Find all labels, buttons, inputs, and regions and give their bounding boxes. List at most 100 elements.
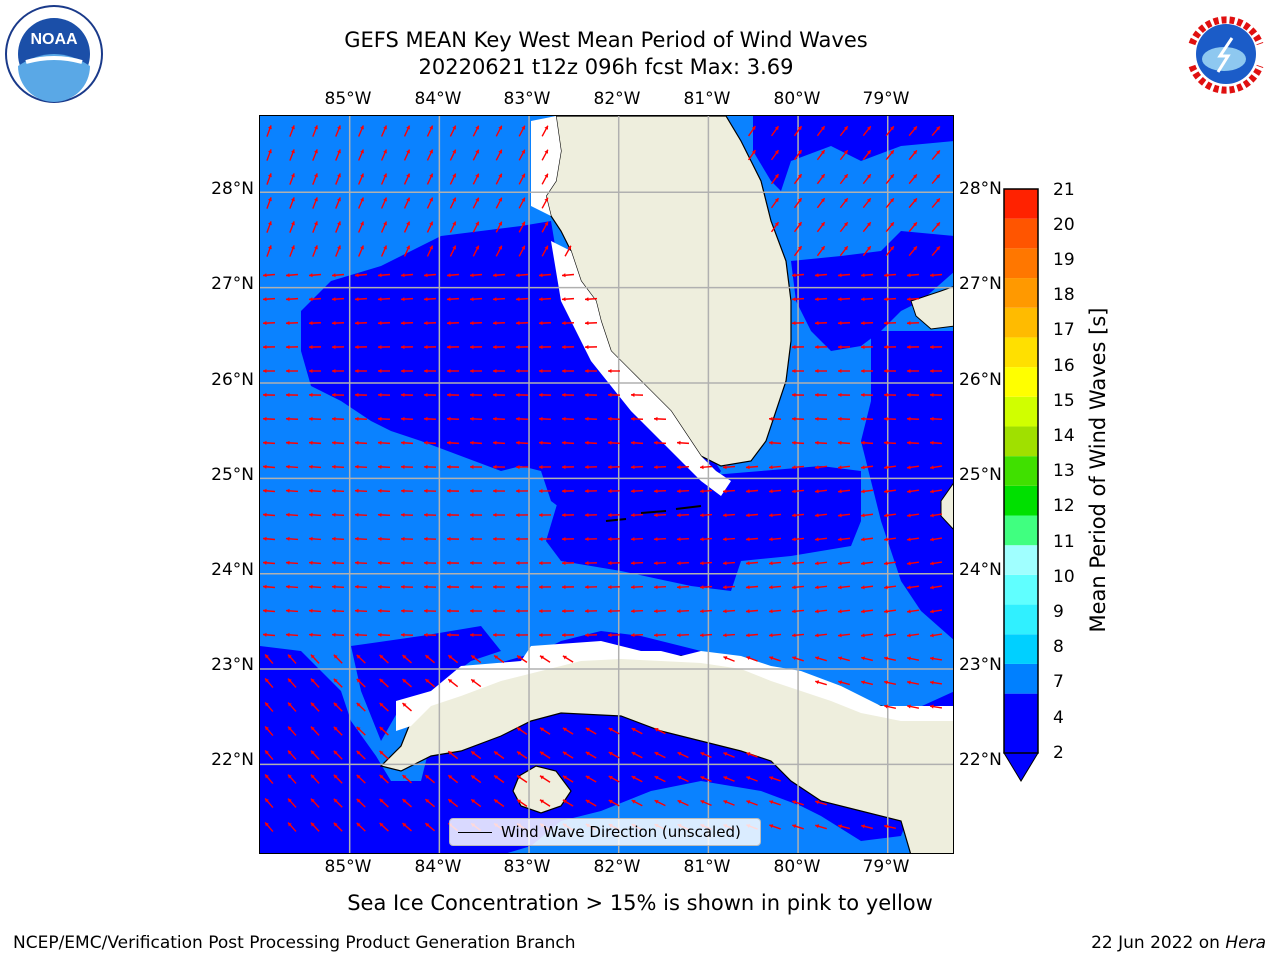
colorbar-band — [1004, 189, 1038, 219]
direction-arrow — [262, 392, 276, 398]
direction-arrow — [906, 680, 920, 685]
direction-arrow — [447, 798, 459, 808]
direction-arrow — [333, 750, 343, 760]
direction-arrow — [906, 704, 920, 709]
direction-arrow — [860, 633, 874, 638]
lon-label-top: 81°W — [683, 89, 731, 109]
direction-arrow — [264, 677, 274, 689]
direction-arrow — [815, 824, 827, 830]
direction-arrow — [630, 465, 644, 470]
direction-arrow — [837, 273, 851, 278]
direction-arrow — [312, 173, 318, 185]
direction-arrow — [446, 512, 460, 518]
direction-arrow — [469, 632, 483, 638]
direction-arrow — [356, 750, 366, 760]
direction-arrow — [700, 799, 712, 807]
direction-arrow — [403, 245, 411, 257]
wave-period-region — [260, 631, 953, 853]
direction-arrow — [495, 173, 503, 185]
direction-arrow — [377, 344, 391, 350]
wave-period-region — [546, 466, 861, 591]
direction-arrow — [883, 633, 897, 638]
direction-arrow — [335, 149, 341, 161]
direction-arrow — [446, 273, 460, 278]
direction-arrow — [883, 561, 897, 566]
colorbar-band — [1004, 367, 1038, 397]
direction-arrow — [335, 221, 341, 233]
direction-arrow — [400, 273, 414, 278]
direction-arrow — [518, 125, 526, 137]
direction-arrow — [262, 488, 276, 493]
direction-arrow — [746, 752, 758, 758]
direction-arrow — [379, 750, 389, 760]
direction-arrow — [264, 725, 274, 737]
direction-arrow — [630, 537, 644, 542]
direction-arrow — [607, 561, 621, 566]
lon-label-top: 82°W — [593, 89, 641, 109]
direction-arrow — [358, 125, 364, 137]
direction-arrow — [538, 392, 552, 398]
direction-arrow — [423, 440, 437, 445]
direction-arrow — [561, 584, 575, 590]
direction-arrow — [768, 585, 782, 590]
colorbar-tick-label: 7 — [1053, 672, 1064, 692]
direction-arrow — [883, 392, 897, 398]
direction-arrow — [377, 488, 391, 493]
direction-arrow — [814, 609, 828, 614]
direction-arrow — [331, 464, 345, 469]
direction-arrow — [837, 344, 851, 350]
direction-arrow — [400, 608, 414, 613]
direction-arrow — [380, 149, 388, 161]
direction-arrow — [745, 609, 759, 614]
colorbar-tick-label: 16 — [1053, 356, 1075, 376]
direction-arrow — [906, 609, 920, 614]
direction-arrow — [262, 608, 276, 613]
direction-arrow — [541, 125, 549, 137]
direction-arrow — [492, 440, 506, 445]
direction-arrow — [883, 585, 897, 590]
legend-label: Wind Wave Direction (unscaled) — [501, 823, 741, 841]
direction-arrow — [402, 798, 412, 808]
direction-arrow — [929, 489, 943, 494]
direction-arrow — [492, 584, 506, 590]
colorbar — [1003, 188, 1039, 782]
direction-arrow — [860, 321, 874, 326]
colorbar-tick-label: 10 — [1053, 567, 1075, 587]
direction-arrow — [446, 464, 460, 470]
direction-arrow — [793, 173, 803, 185]
direction-arrow — [653, 633, 667, 638]
direction-arrow — [791, 633, 805, 638]
direction-arrow — [791, 321, 805, 326]
direction-arrow — [769, 800, 781, 806]
direction-arrow — [814, 633, 828, 638]
andros-land — [940, 482, 953, 530]
direction-arrow — [862, 197, 872, 209]
direction-arrow — [837, 465, 851, 470]
direction-arrow — [906, 392, 920, 398]
colorbar-tick-label: 14 — [1053, 426, 1075, 446]
direction-arrow — [310, 750, 320, 760]
direction-arrow — [310, 702, 320, 712]
direction-arrow — [424, 822, 436, 832]
direction-arrow — [677, 751, 689, 759]
direction-arrow — [447, 368, 459, 374]
direction-arrow — [631, 751, 643, 759]
legend-line-swatch — [458, 831, 492, 833]
direction-arrow — [584, 416, 598, 421]
direction-arrow — [814, 392, 828, 398]
direction-arrow — [356, 774, 366, 784]
direction-arrow — [287, 726, 297, 736]
direction-arrow — [793, 221, 803, 233]
direction-arrow — [331, 560, 345, 565]
direction-arrow — [403, 173, 411, 185]
colorbar-band — [1004, 426, 1038, 457]
direction-arrow — [423, 297, 437, 302]
direction-arrow — [906, 489, 920, 494]
direction-arrow — [816, 125, 826, 137]
direction-arrow — [883, 656, 897, 661]
direction-arrow — [561, 632, 575, 638]
direction-arrow — [493, 654, 505, 664]
direction-arrow — [862, 173, 872, 185]
direction-arrow — [470, 654, 482, 664]
direction-arrow — [492, 608, 506, 614]
